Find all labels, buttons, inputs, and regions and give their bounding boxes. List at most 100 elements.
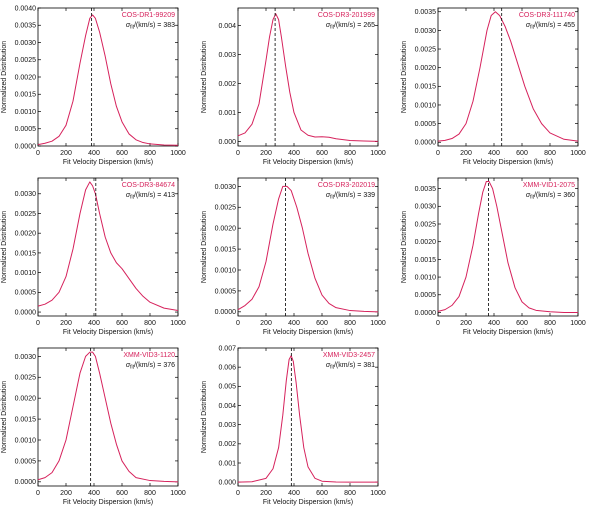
- distribution-curve: [37, 181, 179, 311]
- x-tick-label: 800: [144, 320, 156, 327]
- sigma-fit-label: σfit/(km/s) = 383: [126, 22, 175, 31]
- y-tick-label: 0.0000: [415, 140, 437, 147]
- plot-frame: [37, 177, 179, 317]
- y-axis-label: Normalized Distribution: [201, 381, 208, 453]
- y-axis-label: Normalized Distribution: [201, 211, 208, 283]
- sigma-fit-label: σfit/(km/s) = 376: [126, 362, 175, 371]
- y-tick-label: 0.0000: [415, 310, 437, 317]
- chart-panel-xmm-vid3-1120: 0 200 400 600 800 1000 0.0000 0.0005 0.0010 0.001…: [0, 340, 190, 512]
- sigma-fit-label: σfit/(km/s) = 265: [326, 22, 375, 31]
- distribution-curve: [437, 11, 579, 142]
- y-tick-label: 0.0000: [215, 309, 237, 316]
- y-tick-label: 0.0015: [15, 416, 37, 423]
- x-tick-label: 200: [60, 320, 72, 327]
- x-tick-label: 0: [236, 490, 240, 497]
- chart-panel-cos-dr1-99209: 0 200 400 600 800 1000 0.0000 0.0005 0.0010 0.001…: [0, 0, 190, 172]
- y-axis-label: Normalized Distribution: [401, 41, 408, 113]
- x-tick-label: 600: [316, 150, 328, 157]
- y-tick-label: 0.0015: [15, 250, 37, 257]
- x-tick-label: 400: [288, 320, 300, 327]
- chart-svg: 0 200 400 600 800 1000 0.000 0.001 0.002 0.003 0.0…: [201, 7, 386, 166]
- x-axis-label: Fit Velocity Dispersion (km/s): [63, 329, 153, 336]
- x-axis-label: Fit Velocity Dispersion (km/s): [463, 159, 553, 166]
- distribution-curve: [237, 185, 379, 313]
- y-tick-label: 0.0030: [415, 28, 437, 35]
- y-tick-label: 0.007: [218, 345, 236, 352]
- y-tick-label: 0.003: [218, 52, 236, 59]
- sigma-fit-label: σfit/(km/s) = 339: [326, 192, 375, 201]
- distribution-curve: [37, 14, 179, 146]
- y-tick-label: 0.0025: [415, 221, 437, 228]
- plot-frame: [237, 347, 379, 487]
- y-tick-label: 0.0015: [215, 246, 237, 253]
- y-tick-label: 0.006: [218, 365, 236, 372]
- y-tick-label: 0.000: [218, 480, 236, 487]
- x-tick-label: 600: [516, 320, 528, 327]
- y-tick-label: 0.001: [218, 460, 236, 467]
- chart-svg: 0 200 400 600 800 1000 0.0000 0.0005 0.0010 0.001…: [401, 7, 586, 166]
- y-tick-label: 0.0030: [15, 40, 37, 47]
- chart-panel-cos-dr3-111740: 0 200 400 600 800 1000 0.0000 0.0005 0.0010 0.001…: [400, 0, 590, 172]
- x-tick-label: 1000: [370, 320, 386, 327]
- y-tick-label: 0.0030: [15, 354, 37, 361]
- x-tick-label: 600: [116, 150, 128, 157]
- y-tick-label: 0.002: [218, 441, 236, 448]
- y-tick-label: 0.0020: [415, 65, 437, 72]
- plot-frame: [437, 7, 579, 147]
- distribution-curve: [437, 181, 578, 313]
- x-tick-label: 800: [144, 150, 156, 157]
- x-tick-label: 1000: [570, 320, 586, 327]
- object-name-label: COS-DR3-201999: [318, 12, 375, 19]
- y-axis-label: Normalized Distribution: [1, 381, 8, 453]
- chart-svg: 0 200 400 600 800 1000 0.0000 0.0005 0.0010 0.001…: [1, 347, 186, 506]
- object-name-label: COS-DR3-84674: [122, 182, 175, 189]
- chart-svg: 0 200 400 600 800 1000 0.0000 0.0005 0.0010 0.001…: [401, 177, 586, 336]
- x-tick-label: 0: [36, 150, 40, 157]
- y-tick-label: 0.0025: [215, 205, 237, 212]
- y-tick-label: 0.0000: [15, 309, 37, 316]
- y-tick-label: 0.0035: [15, 23, 37, 30]
- x-tick-label: 800: [344, 150, 356, 157]
- y-tick-label: 0.0010: [415, 102, 437, 109]
- y-tick-label: 0.0035: [415, 186, 437, 193]
- x-tick-label: 1000: [370, 150, 386, 157]
- y-tick-label: 0.0015: [415, 84, 437, 91]
- x-tick-label: 0: [436, 320, 440, 327]
- y-tick-label: 0.0005: [15, 290, 37, 297]
- y-tick-label: 0.004: [218, 23, 236, 30]
- y-tick-label: 0.0010: [15, 270, 37, 277]
- x-tick-label: 1000: [170, 490, 186, 497]
- x-axis-label: Fit Velocity Dispersion (km/s): [263, 499, 353, 506]
- x-tick-label: 200: [60, 150, 72, 157]
- y-tick-label: 0.0030: [415, 204, 437, 211]
- x-tick-label: 0: [236, 320, 240, 327]
- chart-panel-xmm-vid3-2457: 0 200 400 600 800 1000 0.000 0.001 0.002 0.003 0.0…: [200, 340, 390, 512]
- y-tick-label: 0.0020: [215, 226, 237, 233]
- chart-panel-cos-dr3-84674: 0 200 400 600 800 1000 0.0000 0.0005 0.0010 0.001…: [0, 170, 190, 342]
- y-tick-label: 0.0010: [415, 274, 437, 281]
- x-tick-label: 200: [260, 490, 272, 497]
- y-tick-label: 0.0030: [15, 191, 37, 198]
- x-tick-label: 200: [460, 150, 472, 157]
- y-tick-label: 0.003: [218, 422, 236, 429]
- object-name-label: COS-DR3-202019: [318, 182, 375, 189]
- y-axis-label: Normalized Distribution: [1, 211, 8, 283]
- y-tick-label: 0.0015: [15, 92, 37, 99]
- y-tick-label: 0.0010: [15, 437, 37, 444]
- x-axis-label: Fit Velocity Dispersion (km/s): [263, 159, 353, 166]
- x-tick-label: 600: [116, 320, 128, 327]
- y-tick-label: 0.0030: [215, 184, 237, 191]
- y-tick-label: 0.0035: [415, 9, 437, 16]
- chart-panel-cos-dr3-202019: 0 200 400 600 800 1000 0.0000 0.0005 0.0010 0.001…: [200, 170, 390, 342]
- y-tick-label: 0.004: [218, 403, 236, 410]
- object-name-label: COS-DR1-99209: [122, 12, 175, 19]
- y-tick-label: 0.0025: [15, 57, 37, 64]
- x-tick-label: 800: [544, 320, 556, 327]
- x-tick-label: 1000: [570, 150, 586, 157]
- x-tick-label: 0: [36, 320, 40, 327]
- x-tick-label: 400: [488, 320, 500, 327]
- chart-svg: 0 200 400 600 800 1000 0.000 0.001 0.002 0.003 0.0…: [201, 345, 386, 506]
- y-tick-label: 0.0020: [415, 239, 437, 246]
- chart-panel-xmm-vid1-2075: 0 200 400 600 800 1000 0.0000 0.0005 0.0010 0.001…: [400, 170, 590, 342]
- x-tick-label: 800: [144, 490, 156, 497]
